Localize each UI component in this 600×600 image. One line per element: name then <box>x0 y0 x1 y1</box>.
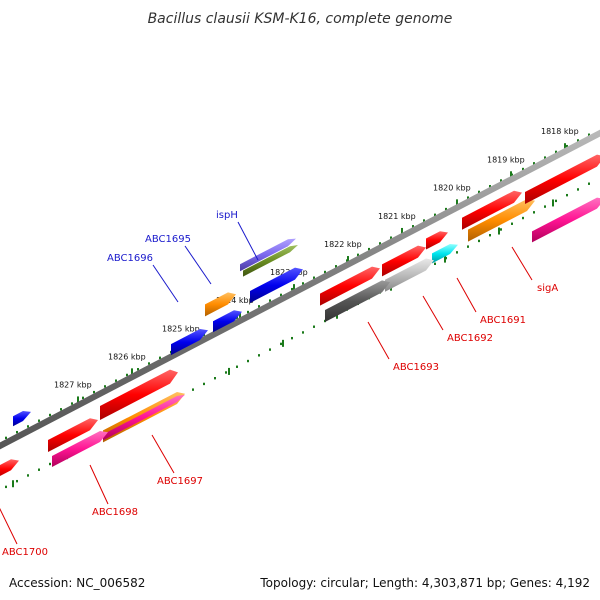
leader-line <box>367 321 390 360</box>
gene-ABC1691-red[interactable] <box>426 231 448 250</box>
gene-ABC1695[interactable] <box>205 292 236 317</box>
tick-label: 1819 kbp <box>487 155 525 164</box>
gene-ABC1693[interactable] <box>325 280 390 322</box>
gene-ABC1697-red[interactable] <box>100 369 178 420</box>
leader-line <box>456 277 477 313</box>
gene-ABC1692-red[interactable] <box>382 245 426 277</box>
tick-label: 1827 kbp <box>54 380 92 389</box>
gene-label-abc1695[interactable]: ABC1695 <box>145 234 191 245</box>
gene-label-isph[interactable]: ispH <box>216 210 238 221</box>
leader-line <box>184 245 212 285</box>
leader-line <box>237 221 259 261</box>
gene-label-abc1693[interactable]: ABC1693 <box>393 362 439 373</box>
gene-ispH-olive[interactable] <box>243 245 298 277</box>
gene-label-abc1697[interactable]: ABC1697 <box>157 476 203 487</box>
tick-label: 1818 kbp <box>541 127 579 136</box>
tick-label: 1825 kbp <box>162 324 200 333</box>
leader-line <box>511 246 533 281</box>
gene-ABC1698[interactable] <box>52 431 108 467</box>
accession-text: Accession: NC_006582 <box>9 576 146 590</box>
gene-ABC1692[interactable] <box>385 258 434 292</box>
gene-track <box>0 154 600 478</box>
gene-sigA[interactable] <box>468 199 535 242</box>
gene-label-abc1698[interactable]: ABC1698 <box>92 507 138 518</box>
tick-label: 1822 kbp <box>324 240 362 249</box>
gene-label-abc1691[interactable]: ABC1691 <box>480 315 526 326</box>
tick-label: 1824 kbp <box>216 296 254 305</box>
tick-label: 1821 kbp <box>378 212 416 221</box>
genome-backbone <box>0 129 600 450</box>
gene-upper-right-red-1[interactable] <box>462 190 522 230</box>
tick-label: 1820 kbp <box>433 183 471 192</box>
gene-label-abc1696[interactable]: ABC1696 <box>107 253 153 264</box>
gene-label-abc1700[interactable]: ABC1700 <box>2 547 48 558</box>
gene-blue-2[interactable] <box>213 310 242 333</box>
gene-ABC1693-red[interactable] <box>320 266 380 306</box>
leader-line <box>0 507 18 545</box>
gene-upper-right-red-2[interactable] <box>525 154 600 204</box>
map-title: Bacillus clausii KSM-K16, complete genom… <box>148 11 453 27</box>
leader-line <box>422 295 444 331</box>
gene-blue-left[interactable] <box>13 411 31 427</box>
genome-summary-text: Topology: circular; Length: 4,303,871 bp… <box>260 576 590 590</box>
gene-upper-right-pink[interactable] <box>532 197 600 243</box>
gene-label-abc1692[interactable]: ABC1692 <box>447 333 493 344</box>
gene-ABC1697-pink[interactable] <box>103 394 185 441</box>
gene-ispH[interactable] <box>240 238 296 272</box>
gene-label-siga[interactable]: sigA <box>537 283 558 294</box>
gene-ABC1700[interactable] <box>0 459 19 478</box>
gene-ABC1696[interactable] <box>171 329 208 356</box>
tick-label: 1826 kbp <box>108 352 146 361</box>
label-layer: ispH ABC1695 ABC1696 sigA ABC1691 ABC1692 ABC1… <box>0 210 558 558</box>
gene-blue-3[interactable] <box>250 267 303 303</box>
leader-line <box>152 264 179 303</box>
leader-line <box>89 464 109 505</box>
leader-line <box>151 434 175 474</box>
gene-ABC1698-red[interactable] <box>48 418 98 452</box>
gene-ABC1691[interactable] <box>432 244 458 264</box>
